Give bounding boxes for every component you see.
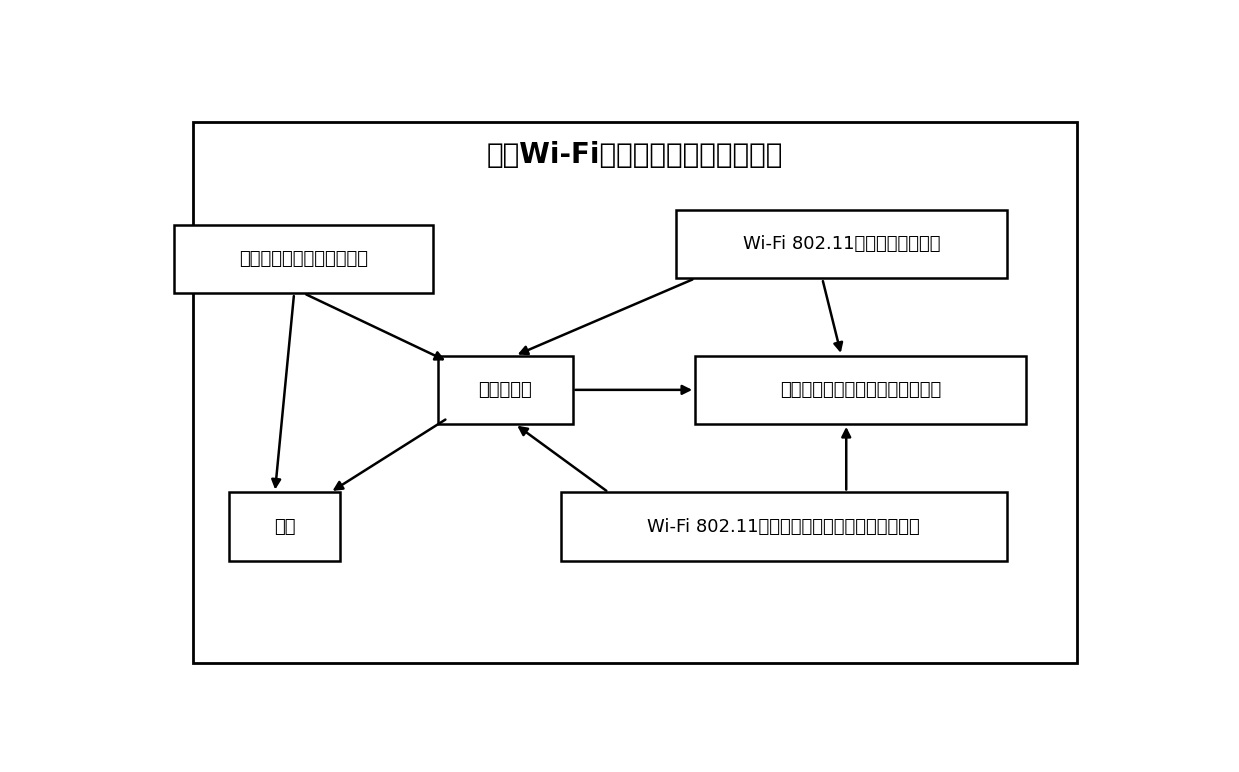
FancyBboxPatch shape xyxy=(173,225,434,293)
FancyBboxPatch shape xyxy=(193,122,1077,663)
Text: 智能终端设备状态跟踪和统计模块: 智能终端设备状态跟踪和统计模块 xyxy=(781,381,942,399)
Text: Wi-Fi 802.11链路数据发送模块: Wi-Fi 802.11链路数据发送模块 xyxy=(742,235,940,253)
Text: 内存: 内存 xyxy=(274,517,295,536)
FancyBboxPatch shape xyxy=(229,493,339,560)
Text: 智能终端，: 智能终端， xyxy=(478,381,533,399)
FancyBboxPatch shape xyxy=(695,356,1026,424)
Text: 智能终端设备信息管理模块: 智能终端设备信息管理模块 xyxy=(239,250,368,268)
FancyBboxPatch shape xyxy=(560,493,1007,560)
Text: Wi-Fi 802.11链路数据监听模块和数据处理模块: Wi-Fi 802.11链路数据监听模块和数据处理模块 xyxy=(648,517,921,536)
FancyBboxPatch shape xyxy=(675,210,1007,279)
Text: 基于Wi-Fi智能终端设备的追踪系统: 基于Wi-Fi智能终端设备的追踪系统 xyxy=(487,141,783,169)
FancyBboxPatch shape xyxy=(439,356,572,424)
